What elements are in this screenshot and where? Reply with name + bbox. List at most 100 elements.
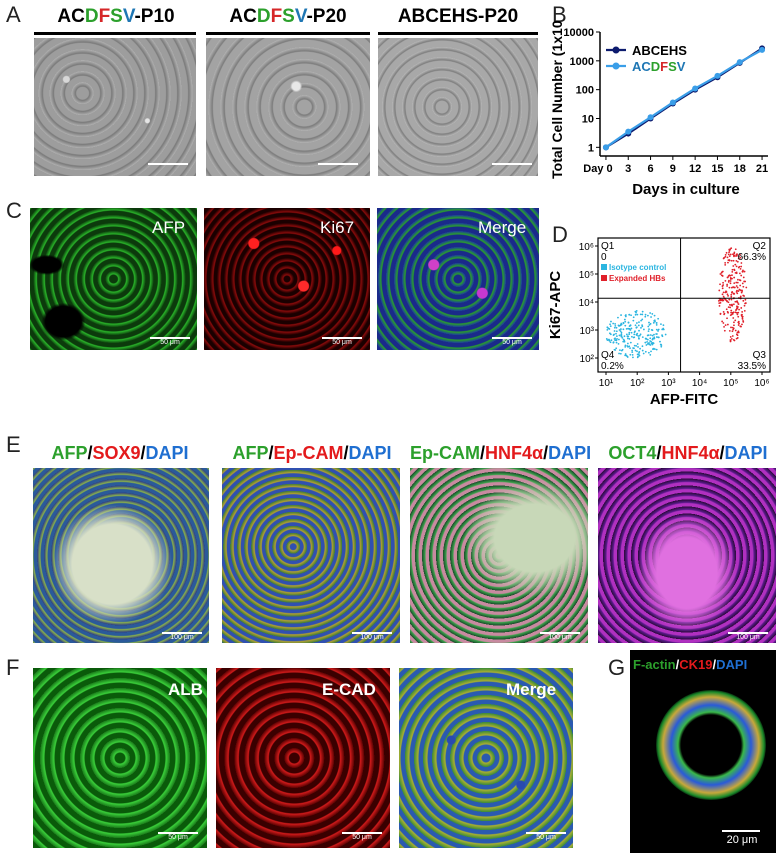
- expanded-hb-event: [735, 300, 738, 303]
- expanded-hb-event: [737, 266, 740, 269]
- afp-fluorescence-image: [30, 208, 197, 350]
- panel-a-title-part: D: [256, 6, 271, 27]
- isotype-event: [648, 324, 651, 326]
- panel-a-title-part: AC: [229, 6, 257, 27]
- expanded-hb-event: [719, 313, 722, 315]
- expanded-hb-event: [724, 279, 727, 282]
- expanded-hb-event: [726, 323, 729, 326]
- expanded-hb-event: [719, 301, 722, 304]
- expanded-hb-event: [718, 289, 721, 292]
- expanded-hb-event: [739, 253, 741, 256]
- scale-bar-label: 50 μm: [332, 339, 352, 346]
- isotype-event: [623, 318, 626, 321]
- isotype-event: [649, 354, 652, 356]
- isotype-event: [606, 329, 609, 331]
- isotype-event: [633, 344, 636, 347]
- expanded-hb-event: [742, 321, 745, 323]
- panel-a-title-3: ABCEHS-P20: [378, 6, 538, 28]
- expanded-hb-event: [721, 287, 724, 290]
- expanded-hb-event: [735, 272, 738, 275]
- panel-a-title-part: V: [294, 6, 307, 27]
- isotype-event: [628, 313, 631, 316]
- expanded-hb-event: [737, 303, 740, 305]
- expanded-hb-event: [742, 285, 745, 288]
- expanded-hb-event: [729, 306, 732, 309]
- isotype-event: [620, 349, 623, 352]
- legend-label-part: V: [677, 59, 686, 74]
- isotype-event: [618, 334, 621, 337]
- expanded-hb-event: [732, 259, 735, 262]
- isotype-event: [614, 339, 617, 342]
- isotype-event: [635, 322, 638, 324]
- scale-bar-label: 100 μm: [170, 634, 194, 641]
- expanded-hb-event: [726, 256, 729, 259]
- isotype-event: [650, 328, 653, 331]
- expanded-hb-event: [735, 259, 738, 262]
- isotype-event: [617, 316, 619, 319]
- isotype-event: [641, 310, 644, 313]
- isotype-event: [657, 330, 659, 332]
- expanded-hb-event: [728, 330, 731, 332]
- data-point: [602, 144, 609, 151]
- expanded-hb-event: [733, 292, 736, 295]
- expanded-hb-event: [730, 259, 733, 262]
- isotype-event: [612, 322, 615, 325]
- panel-a-underline-1: [34, 32, 196, 35]
- panel-letter-a: A: [6, 2, 21, 27]
- expanded-hb-event: [734, 263, 737, 266]
- isotype-event: [626, 342, 629, 345]
- isotype-event: [609, 325, 612, 328]
- isotype-event: [636, 350, 638, 353]
- expanded-hb-event: [744, 302, 747, 304]
- isotype-event: [609, 341, 612, 344]
- isotype-event: [641, 349, 644, 352]
- expanded-hb-event: [726, 283, 729, 286]
- expanded-hb-event: [738, 288, 741, 291]
- isotype-event: [657, 336, 660, 339]
- expanded-hb-event: [741, 282, 744, 285]
- isotype-event: [612, 341, 615, 344]
- panel-e-title-part: AFP: [232, 443, 269, 463]
- data-point: [759, 46, 766, 53]
- isotype-event: [664, 333, 667, 336]
- legend-marker: [612, 62, 620, 70]
- panel-a-title-2: ACDFSV-P20: [206, 6, 370, 28]
- panel-g-title-part: F-actin: [633, 657, 676, 672]
- data-point: [625, 128, 632, 135]
- scale-bar-label: 100 μm: [548, 634, 572, 641]
- scale-bar-label: 50 μm: [352, 834, 372, 841]
- expanded-hb-event: [736, 286, 739, 289]
- channel-label: Merge: [506, 680, 557, 699]
- isotype-event: [635, 334, 638, 337]
- scale-bar: [342, 832, 382, 834]
- isotype-event: [650, 350, 652, 353]
- isotype-event: [623, 340, 626, 343]
- isotype-event: [620, 331, 623, 334]
- panel-letter-d: D: [552, 222, 568, 247]
- isotype-event: [657, 317, 660, 320]
- merge-alb-ecad-image: [399, 668, 573, 848]
- isotype-event: [634, 324, 637, 327]
- expanded-hb-event: [735, 281, 738, 284]
- panel-a-title-part: V: [122, 6, 135, 27]
- panel-g-title: F-actin/CK19/DAPI: [633, 657, 747, 672]
- panel-letter-e: E: [6, 432, 21, 457]
- isotype-event: [628, 338, 631, 340]
- isotype-event: [629, 329, 632, 331]
- expanded-hb-event: [739, 256, 742, 259]
- expanded-hb-event: [733, 286, 735, 289]
- x-tick-label: 15: [711, 163, 723, 175]
- isotype-event: [631, 349, 634, 352]
- panel-e-title-part: Ep-CAM: [273, 443, 344, 463]
- quadrant-value: 33.5%: [738, 361, 766, 372]
- isotype-event: [652, 342, 655, 345]
- expanded-hb-event: [741, 313, 743, 316]
- isotype-event: [629, 347, 631, 350]
- isotype-event: [635, 326, 638, 328]
- phase-contrast-image-2: [206, 38, 370, 176]
- expanded-hb-event: [730, 337, 733, 340]
- quadrant-value: 0: [601, 252, 607, 263]
- isotype-event: [637, 335, 640, 337]
- expanded-hb-event: [736, 334, 739, 337]
- expanded-hb-event: [721, 320, 724, 323]
